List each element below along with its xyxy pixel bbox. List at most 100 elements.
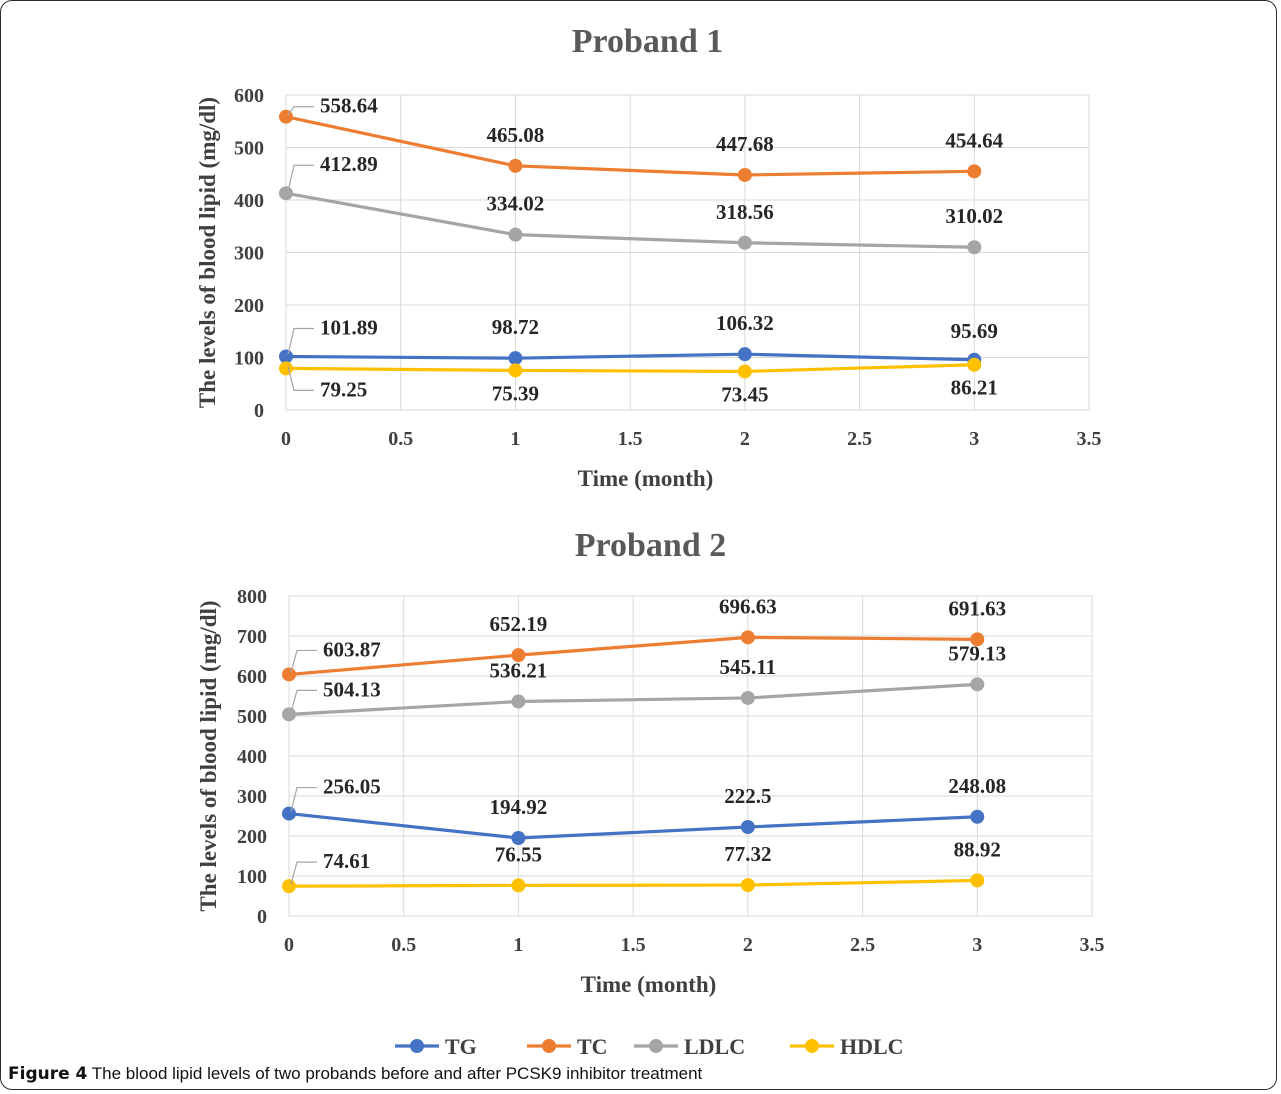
chart2-ldlc-data-label: 579.13 <box>948 641 1006 665</box>
chart2-series-tg-line <box>288 811 978 840</box>
chart2-tc-leader-line <box>290 649 317 673</box>
chart2-tc-point <box>740 630 755 645</box>
chart1-ldlc-data-label: 310.02 <box>945 204 1003 228</box>
chart2-ldlc-point <box>970 677 985 692</box>
chart1-ldlc-point <box>967 240 982 255</box>
chart2-hdlc-data-label: 77.32 <box>724 842 771 866</box>
chart1-ytick-label: 100 <box>234 348 264 370</box>
chart2-tg-point <box>740 820 755 834</box>
chart2-tc-point <box>282 667 296 682</box>
chart2-xtick-label: 2 <box>743 934 753 956</box>
chart2-xtick-label: 0.5 <box>391 934 416 956</box>
legend-hdlc-marker <box>805 1039 819 1053</box>
chart1-hdlc-point <box>737 364 752 379</box>
chart2-ldlc-point <box>740 690 755 705</box>
legend-tc-marker <box>542 1039 556 1053</box>
caption-text: The blood lipid levels of two probands b… <box>87 1064 703 1083</box>
chart1-tc-point <box>508 158 523 173</box>
chart1-xtick-label: 0 <box>281 428 291 450</box>
chart2-hdlc-point <box>282 879 296 894</box>
chart2-title: Proband 2 <box>575 527 726 564</box>
chart2-hdlc-leader-line <box>290 861 317 885</box>
chart2-ytick-label: 800 <box>237 586 267 608</box>
legend-ldlc-label: LDLC <box>684 1034 745 1059</box>
chart1-title: Proband 1 <box>572 23 723 60</box>
chart1-ldlc-data-label: 318.56 <box>716 200 774 224</box>
chart2-tg-point <box>970 809 985 824</box>
chart2-tg-point <box>282 806 296 821</box>
chart1-ytick-label: 0 <box>254 400 264 422</box>
chart2-xtick-label: 1.5 <box>621 934 646 956</box>
chart2-xtick-label: 2.5 <box>850 934 875 956</box>
chart1-ytick-label: 200 <box>234 295 264 317</box>
chart1-hdlc-point <box>508 363 523 378</box>
chart2-ldlc-point <box>511 694 526 709</box>
chart2-ldlc-data-label: 545.11 <box>720 655 777 679</box>
chart1-tc-leader-line <box>287 106 314 116</box>
chart1-y-axis-label: The levels of blood lipid (mg/dl) <box>195 97 220 408</box>
chart2-tc-data-label: 603.87 <box>323 637 381 661</box>
chart2-tg-data-label: 248.08 <box>948 774 1006 798</box>
chart2-hdlc-point <box>970 873 985 888</box>
chart1-x-axis-label: Time (month) <box>578 466 714 491</box>
chart2-hdlc-point <box>740 878 755 893</box>
chart1-tg-data-label: 98.72 <box>492 315 539 339</box>
chart2-ldlc-data-label: 504.13 <box>323 677 381 701</box>
chart2-ytick-label: 700 <box>237 626 267 648</box>
chart2-xtick-label: 0 <box>284 934 294 956</box>
figure-caption: Figure 4 The blood lipid levels of two p… <box>8 1064 702 1084</box>
chart2-hdlc-data-label: 76.55 <box>495 842 542 866</box>
legend-ldlc-marker <box>649 1039 663 1053</box>
chart1-hdlc-data-label: 86.21 <box>951 376 998 400</box>
chart1-ldlc-leader-line <box>287 164 314 192</box>
chart2-hdlc-point <box>511 878 526 893</box>
chart2-y-axis-label: The levels of blood lipid (mg/dl) <box>196 600 221 911</box>
chart1-xtick-label: 1 <box>510 428 520 450</box>
chart2-hdlc-data-label: 74.61 <box>323 849 370 873</box>
chart1-hdlc-data-label: 79.25 <box>320 377 367 401</box>
legend-tc-label: TC <box>577 1034 608 1059</box>
chart2-tg-data-label: 194.92 <box>490 795 548 819</box>
chart1-ytick-label: 300 <box>234 243 264 265</box>
chart1-ldlc-point <box>737 235 752 250</box>
chart1-hdlc-leader-line <box>287 366 314 391</box>
chart1-series-ldlc-line <box>285 191 975 249</box>
chart2-x-axis-label: Time (month) <box>581 972 717 997</box>
chart2-ldlc-data-label: 536.21 <box>490 659 548 683</box>
chart1-hdlc-data-label: 75.39 <box>492 381 539 405</box>
chart2-tc-point <box>511 648 526 663</box>
chart1-xtick-label: 3.5 <box>1077 428 1102 450</box>
chart2-series-tc-line <box>288 635 978 677</box>
chart2-tc-data-label: 691.63 <box>948 596 1006 620</box>
chart1-series-tc-line <box>285 115 975 177</box>
chart1-hdlc-point <box>279 361 293 376</box>
chart1-tg-leader-line <box>287 327 314 355</box>
chart1-series-hdlc-line <box>285 363 975 374</box>
chart2-ytick-label: 0 <box>257 906 267 928</box>
chart1-tc-point <box>737 167 752 182</box>
chart2-hdlc-data-label: 88.92 <box>954 837 1001 861</box>
chart2-series-hdlc-line <box>288 878 978 888</box>
chart1-xtick-label: 0.5 <box>388 428 413 450</box>
chart2-ytick-label: 100 <box>237 866 267 888</box>
legend-tg-label: TG <box>445 1034 477 1059</box>
caption-label: Figure 4 <box>8 1064 88 1084</box>
chart1-series-tg-line <box>285 352 975 362</box>
chart1-tg-data-label: 101.89 <box>320 316 378 340</box>
chart2-xtick-label: 1 <box>513 934 523 956</box>
chart1-tg-point <box>279 349 293 364</box>
chart2-ldlc-leader-line <box>290 689 317 713</box>
chart2-tg-data-label: 256.05 <box>323 775 381 799</box>
chart1-xtick-label: 3 <box>969 428 979 450</box>
chart2-tg-point <box>511 831 526 846</box>
legend-hdlc-label: HDLC <box>840 1034 904 1059</box>
chart2-xtick-label: 3.5 <box>1080 934 1105 956</box>
chart1-ldlc-point <box>279 186 293 201</box>
chart1-ldlc-data-label: 412.89 <box>320 152 378 176</box>
chart1-hdlc-data-label: 73.45 <box>721 382 768 406</box>
chart2-ytick-label: 200 <box>237 826 267 848</box>
chart1-tc-data-label: 454.64 <box>945 128 1003 152</box>
chart2-ytick-label: 300 <box>237 786 267 808</box>
